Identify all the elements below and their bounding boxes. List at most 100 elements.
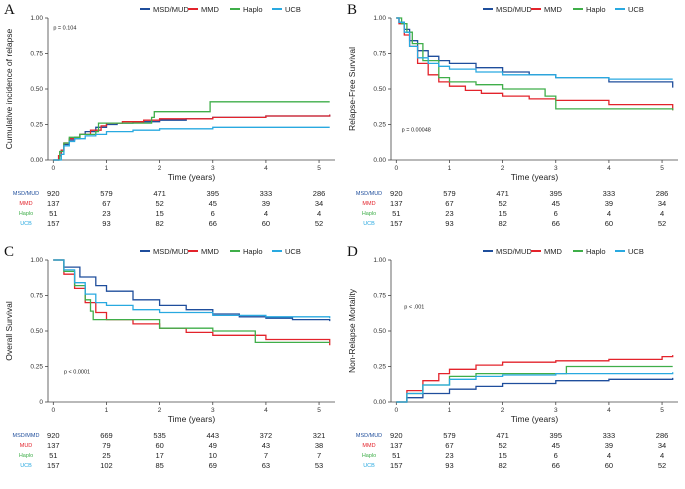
x-tick-label: 5	[317, 407, 321, 414]
risk-row-label: UCB	[20, 463, 32, 469]
y-axis-title: Relapse-Free Survival	[347, 47, 357, 131]
risk-row-label: UCB	[363, 221, 375, 227]
x-tick-label: 3	[554, 407, 558, 414]
risk-table-value: 34	[658, 199, 666, 208]
y-tick-label: 0.50	[30, 328, 43, 335]
risk-table-value: 102	[100, 461, 113, 470]
x-tick-label: 1	[448, 165, 452, 172]
x-tick-label: 2	[501, 165, 505, 172]
x-tick-label: 2	[158, 407, 162, 414]
series-curve-ucb	[396, 17, 673, 80]
risk-table-value: 6	[554, 451, 558, 460]
risk-table-value: 286	[656, 189, 669, 198]
risk-table-value: 920	[390, 189, 403, 198]
risk-row-label: Haplo	[362, 453, 376, 459]
risk-row-label: Haplo	[19, 453, 33, 459]
x-tick-label: 2	[158, 165, 162, 172]
risk-table-value: 920	[390, 431, 403, 440]
risk-table-value: 66	[552, 219, 560, 228]
chart-b: B MSD/MUD MMD Haplo UCB 0.00 0.25 0.50 0.75 1.00 0…	[347, 2, 678, 228]
risk-table-value: 52	[498, 441, 506, 450]
x-tick-label: 0	[52, 165, 56, 172]
y-tick-label: 0.75	[373, 293, 386, 300]
risk-row-label: MUD	[20, 443, 33, 449]
risk-table-value: 333	[260, 189, 273, 198]
risk-table-value: 579	[443, 189, 456, 198]
y-tick-label: 0.00	[373, 157, 386, 164]
risk-table-value: 85	[155, 461, 163, 470]
legend-label: Haplo	[243, 247, 263, 256]
risk-table-value: 60	[155, 441, 163, 450]
risk-table-value: 51	[392, 209, 400, 218]
risk-table-value: 52	[658, 461, 666, 470]
risk-table-value: 93	[445, 461, 453, 470]
risk-table-value: 535	[153, 431, 166, 440]
chart-a: A MSD/MUD MMD Haplo UCB 0.00 0.25 0.50 0.75 1.00 0…	[4, 2, 335, 228]
risk-table-value: 6	[554, 209, 558, 218]
x-tick-label: 5	[660, 165, 664, 172]
x-tick-label: 4	[607, 165, 611, 172]
risk-table-value: 52	[498, 199, 506, 208]
risk-table-value: 579	[443, 431, 456, 440]
risk-table-value: 67	[102, 199, 110, 208]
risk-table-value: 39	[605, 199, 613, 208]
risk-table-value: 60	[605, 461, 613, 470]
y-tick-label: 0.00	[373, 399, 386, 406]
risk-table-value: 39	[605, 441, 613, 450]
x-tick-label: 0	[52, 407, 56, 414]
risk-table-value: 69	[209, 461, 217, 470]
y-tick-label: 0.75	[30, 293, 43, 300]
risk-row-label: MSD/MUD	[13, 191, 39, 197]
risk-table-value: 15	[498, 451, 506, 460]
risk-table-value: 45	[209, 199, 217, 208]
panel-a-relapse: A MSD/MUD MMD Haplo UCB 0.00 0.25 0.50 0.75 1.00 0…	[0, 0, 342, 242]
series-curve-haplo	[396, 365, 673, 403]
legend-label: MMD	[201, 247, 219, 256]
y-axis-title: Cumulative incidence of relapse	[4, 28, 14, 149]
risk-table-value: 67	[445, 441, 453, 450]
y-tick-label: 0.00	[30, 157, 43, 164]
risk-row-label: MSD/MUD	[356, 191, 382, 197]
legend-label: UCB	[628, 247, 644, 256]
risk-table-value: 669	[100, 431, 113, 440]
risk-table-value: 333	[603, 189, 616, 198]
risk-table-value: 60	[605, 219, 613, 228]
risk-table-value: 471	[496, 431, 509, 440]
risk-table-value: 157	[47, 219, 60, 228]
y-tick-label: 0.25	[30, 364, 43, 371]
risk-row-label: MMD	[362, 201, 375, 207]
risk-table-value: 49	[209, 441, 217, 450]
series-curve-msd-mud	[396, 17, 674, 88]
series-curve-ucb	[53, 259, 331, 319]
series-curve-msd-mud	[396, 377, 674, 403]
y-tick-label: 1.00	[30, 257, 43, 264]
legend-label: UCB	[285, 5, 301, 14]
chart-c: C MSD/MUD MMD Haplo UCB 0 0.25 0.50 0.75 1.00 0 1 2 3…	[4, 244, 335, 470]
y-tick-label: 0.75	[373, 51, 386, 58]
risk-table-value: 52	[315, 219, 323, 228]
risk-table-value: 93	[102, 219, 110, 228]
risk-table-value: 157	[47, 461, 60, 470]
x-tick-label: 1	[105, 165, 109, 172]
risk-table-value: 93	[445, 219, 453, 228]
x-tick-label: 4	[607, 407, 611, 414]
series-curve-mmd	[53, 259, 331, 346]
panel-c-overall-survival: C MSD/MUD MMD Haplo UCB 0 0.25 0.50 0.75 1.00 0 1 2 3…	[0, 242, 342, 484]
x-tick-label: 1	[448, 407, 452, 414]
x-tick-label: 2	[501, 407, 505, 414]
series-curve-ucb	[53, 126, 330, 161]
risk-table-value: 471	[496, 189, 509, 198]
y-tick-label: 0.50	[30, 86, 43, 93]
risk-table-value: 286	[313, 189, 326, 198]
y-tick-label: 0.50	[373, 328, 386, 335]
y-tick-label: 0.75	[30, 51, 43, 58]
risk-table-value: 17	[155, 451, 163, 460]
risk-table-value: 60	[262, 219, 270, 228]
risk-table-value: 4	[317, 209, 321, 218]
panel-letter: C	[4, 244, 14, 260]
series-curve-mmd	[396, 17, 674, 111]
risk-table-value: 395	[550, 431, 563, 440]
x-tick-label: 3	[211, 165, 215, 172]
x-axis-title: Time (years)	[511, 172, 559, 182]
legend-label: UCB	[285, 247, 301, 256]
